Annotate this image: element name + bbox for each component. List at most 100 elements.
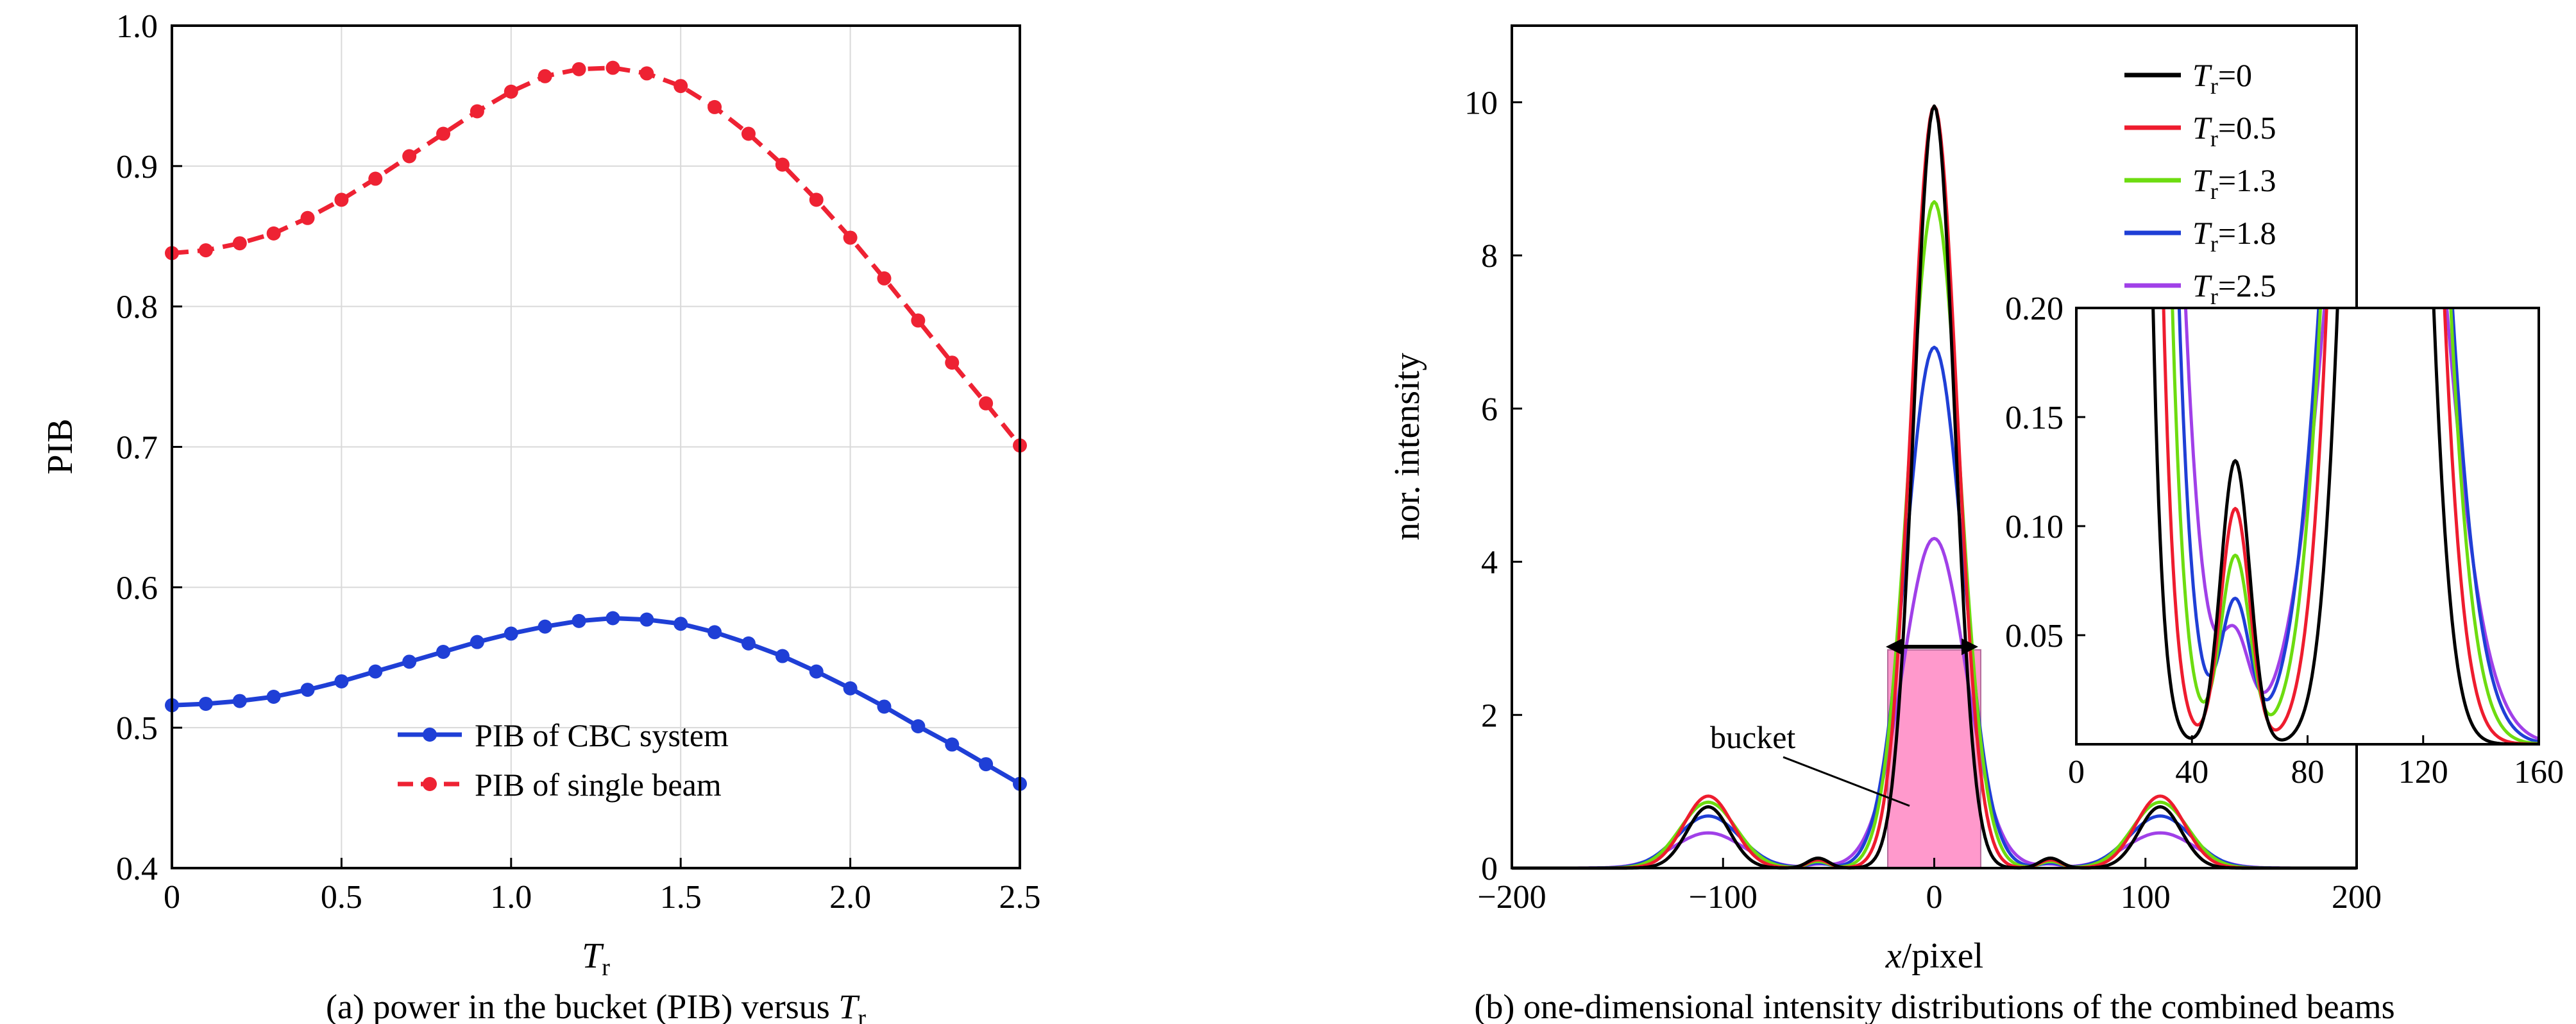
panel-b-legend: Tr=0 Tr=0.5 Tr=1.3 Tr=1.8 Tr=2.5 bbox=[2124, 57, 2276, 309]
x-tick-label: 0.5 bbox=[321, 879, 362, 916]
x-tick-label: 0 bbox=[164, 879, 180, 916]
inset-x-tick-label: 160 bbox=[2514, 754, 2564, 790]
data-point bbox=[402, 149, 417, 164]
inset-y-tick-label: 0.20 bbox=[2005, 291, 2063, 327]
x-tick-label: −200 bbox=[1477, 879, 1546, 916]
panel-a-ylabel: PIB bbox=[40, 418, 80, 474]
data-point bbox=[775, 157, 790, 172]
data-point bbox=[843, 230, 858, 245]
panel-a-ticks: 0 0.5 1.0 1.5 2.0 2.5 0.4 0.5 0.6 0.7 0.8 0.9 1.0 bbox=[116, 8, 1041, 916]
inset-x-tick-label: 120 bbox=[2398, 754, 2448, 790]
inset-x-tick-label: 0 bbox=[2068, 754, 2085, 790]
data-point bbox=[232, 694, 247, 708]
data-point bbox=[979, 757, 994, 772]
panel-a: 0 0.5 1.0 1.5 2.0 2.5 0.4 0.5 0.6 0.7 0.8 0.9 1.0 PI… bbox=[40, 8, 1041, 1024]
data-point bbox=[606, 611, 620, 626]
data-point bbox=[708, 625, 722, 640]
data-point bbox=[198, 243, 213, 258]
panel-b-caption: (b) one-dimensional intensity distributi… bbox=[1474, 987, 2394, 1024]
panel-b-xlabel: x/pixel bbox=[1885, 936, 1983, 976]
inset-y-tick-label: 0.10 bbox=[2005, 509, 2063, 545]
y-tick-label: 0.8 bbox=[116, 289, 158, 326]
y-tick-label: 6 bbox=[1481, 391, 1498, 428]
data-point bbox=[470, 635, 484, 649]
data-point bbox=[877, 699, 892, 714]
inset-y-tick-label: 0.15 bbox=[2005, 400, 2063, 436]
panel-a-series bbox=[165, 60, 1027, 791]
data-point bbox=[368, 171, 383, 186]
bucket-region bbox=[1887, 649, 1981, 869]
data-point bbox=[334, 192, 349, 207]
y-tick-label: 0.4 bbox=[116, 851, 158, 887]
y-tick-label: 8 bbox=[1481, 238, 1498, 275]
x-tick-label: 200 bbox=[2332, 879, 2382, 916]
data-point bbox=[674, 617, 688, 631]
panel-b-ticks: −200 −100 0 100 200 0 2 4 6 8 10 bbox=[1464, 85, 2382, 916]
data-point bbox=[809, 192, 824, 207]
data-point bbox=[470, 104, 484, 119]
bucket-width-arrow bbox=[1886, 638, 1978, 655]
data-point bbox=[334, 674, 349, 688]
data-point bbox=[538, 619, 552, 634]
data-point bbox=[368, 664, 383, 679]
series-line-cbc bbox=[171, 616, 1021, 786]
data-point bbox=[708, 99, 722, 114]
intensity-curve-2 bbox=[1512, 200, 2357, 870]
data-point bbox=[232, 236, 247, 251]
legend-label-cbc: PIB of CBC system bbox=[475, 717, 729, 753]
inset: 0 40 80 120 160 0.05 0.10 0.15 0.20 bbox=[2005, 291, 2564, 790]
data-point bbox=[266, 226, 281, 241]
bucket-pointer-line bbox=[1783, 756, 1910, 807]
y-tick-label: 4 bbox=[1481, 545, 1498, 581]
panel-b-series bbox=[1512, 104, 2357, 870]
x-tick-label: 100 bbox=[2121, 879, 2171, 916]
legend-label-3: Tr=1.8 bbox=[2192, 215, 2276, 257]
data-point bbox=[809, 664, 824, 679]
data-point bbox=[911, 719, 926, 733]
y-tick-label: 0.7 bbox=[116, 430, 158, 466]
data-point bbox=[775, 649, 790, 663]
legend-label-2: Tr=1.3 bbox=[2192, 162, 2276, 204]
data-point bbox=[741, 126, 756, 141]
data-point bbox=[640, 66, 654, 81]
panel-a-caption: (a) power in the bucket (PIB) versus Tr bbox=[326, 987, 866, 1024]
data-point bbox=[877, 271, 892, 286]
y-tick-label: 1.0 bbox=[116, 8, 158, 45]
x-tick-label: 1.5 bbox=[660, 879, 702, 916]
series-line-single bbox=[171, 65, 1022, 447]
inset-curve-3 bbox=[2177, 308, 2539, 744]
data-point bbox=[402, 654, 417, 669]
data-point bbox=[572, 62, 586, 76]
data-point bbox=[979, 396, 994, 411]
data-point bbox=[436, 126, 451, 141]
data-point bbox=[945, 737, 960, 752]
inset-y-tick-label: 0.05 bbox=[2005, 618, 2063, 654]
legend-label-1: Tr=0.5 bbox=[2192, 110, 2276, 151]
data-point bbox=[911, 313, 926, 328]
data-point bbox=[741, 636, 756, 651]
y-tick-label: 0.9 bbox=[116, 149, 158, 185]
x-tick-label: 2.0 bbox=[829, 879, 871, 916]
data-point bbox=[572, 613, 586, 628]
data-point bbox=[606, 60, 620, 75]
panel-a-legend: PIB of CBC system PIB of single beam bbox=[398, 717, 729, 803]
data-point bbox=[198, 696, 213, 711]
inset-curve-1 bbox=[2162, 308, 2539, 744]
data-point bbox=[538, 69, 552, 83]
bucket-label: bucket bbox=[1710, 719, 1795, 755]
inset-x-tick-label: 80 bbox=[2291, 754, 2325, 790]
data-point bbox=[300, 210, 315, 225]
x-tick-label: 1.0 bbox=[490, 879, 532, 916]
x-tick-label: 0 bbox=[1926, 879, 1943, 916]
legend-label-4: Tr=2.5 bbox=[2192, 268, 2276, 309]
panel-a-xlabel: Tr bbox=[582, 936, 610, 981]
y-tick-label: 0.6 bbox=[116, 570, 158, 606]
y-tick-label: 0.5 bbox=[116, 710, 158, 747]
x-tick-label: 2.5 bbox=[999, 879, 1041, 916]
inset-x-tick-label: 40 bbox=[2175, 754, 2208, 790]
data-point bbox=[843, 681, 858, 695]
y-tick-label: 0 bbox=[1481, 851, 1498, 887]
inset-ticks: 0 40 80 120 160 0.05 0.10 0.15 0.20 bbox=[2005, 291, 2564, 790]
panel-b: −200 −100 0 100 200 0 2 4 6 8 10 bucket nor. inten… bbox=[1387, 24, 2564, 1024]
